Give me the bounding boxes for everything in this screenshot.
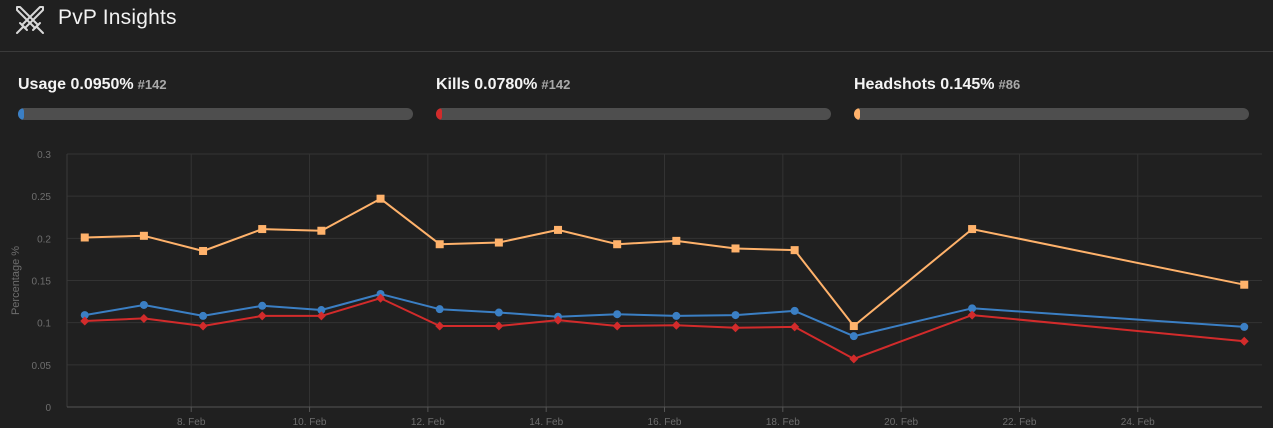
- headshots-point[interactable]: [80, 233, 89, 242]
- usage-point[interactable]: [968, 304, 977, 313]
- headshots-point[interactable]: [968, 225, 977, 234]
- x-tick-label: 22. Feb: [1002, 417, 1036, 428]
- kills-point[interactable]: [435, 321, 445, 331]
- usage-point[interactable]: [849, 332, 858, 341]
- usage-point[interactable]: [613, 310, 622, 319]
- kills-bar-fill: [436, 108, 442, 120]
- headshots-bar: [854, 108, 1249, 120]
- headshots-rank: #86: [998, 77, 1021, 92]
- y-tick-label: 0.25: [32, 192, 52, 203]
- kills-point[interactable]: [376, 293, 386, 303]
- headshots-point[interactable]: [199, 246, 208, 255]
- headshots-point[interactable]: [139, 231, 148, 240]
- y-tick-label: 0.15: [32, 277, 52, 288]
- x-tick-label: 12. Feb: [411, 417, 445, 428]
- usage-bar-fill: [18, 108, 24, 120]
- usage-point[interactable]: [435, 305, 444, 314]
- kills-point[interactable]: [316, 311, 326, 321]
- usage-line: [84, 293, 1245, 338]
- kills-point[interactable]: [849, 354, 859, 364]
- series-kills: [80, 293, 1249, 364]
- kills-point[interactable]: [967, 310, 977, 320]
- headshots-point[interactable]: [376, 194, 385, 203]
- x-tick-label: 10. Feb: [293, 417, 327, 428]
- stat-usage: Usage 0.0950% #142: [18, 76, 414, 120]
- header: PvP Insights: [0, 0, 1273, 52]
- kills-bar: [436, 108, 831, 120]
- headshots-point[interactable]: [790, 246, 799, 255]
- line-chart: 0 0.05 0.1 0.15 0.2 0.25 0.3 8. Feb 10. Feb 12. F…: [10, 150, 1262, 428]
- stat-headshots: Headshots 0.145% #86: [854, 76, 1250, 120]
- x-tick-label: 16. Feb: [648, 417, 682, 428]
- usage-point[interactable]: [672, 311, 681, 320]
- usage-bar: [18, 108, 413, 120]
- usage-point[interactable]: [139, 300, 148, 309]
- kills-point[interactable]: [80, 316, 90, 326]
- kills-point[interactable]: [257, 311, 267, 321]
- kills-point[interactable]: [730, 323, 740, 333]
- usage-point[interactable]: [258, 301, 267, 310]
- usage-point[interactable]: [199, 311, 208, 320]
- usage-point[interactable]: [494, 308, 503, 317]
- crossed-swords-icon: [16, 6, 44, 34]
- headshots-point[interactable]: [317, 226, 326, 235]
- stat-kills: Kills 0.0780% #142: [436, 76, 832, 120]
- headshots-point[interactable]: [554, 225, 563, 234]
- usage-point[interactable]: [1240, 322, 1249, 331]
- usage-point[interactable]: [317, 306, 326, 315]
- usage-rank: #142: [137, 77, 167, 92]
- x-tick-label: 18. Feb: [766, 417, 800, 428]
- y-tick-label: 0.3: [37, 150, 51, 161]
- headshots-line: [84, 197, 1245, 327]
- kills-point[interactable]: [494, 321, 504, 331]
- headshots-point[interactable]: [672, 236, 681, 245]
- headshots-bar-fill: [854, 108, 860, 120]
- kills-rank: #142: [541, 77, 571, 92]
- x-tick-label: 8. Feb: [177, 417, 206, 428]
- y-axis-label: Percentage %: [10, 246, 22, 315]
- x-tick-label: 20. Feb: [884, 417, 918, 428]
- y-tick-label: 0.05: [32, 361, 52, 372]
- page-title: PvP Insights: [58, 6, 177, 29]
- usage-point[interactable]: [731, 311, 740, 320]
- y-tick-label: 0: [45, 403, 51, 414]
- y-tick-label: 0.1: [37, 319, 51, 330]
- headshots-point[interactable]: [494, 238, 503, 247]
- headshots-point[interactable]: [849, 322, 858, 331]
- series-headshots: [80, 194, 1249, 331]
- kills-point[interactable]: [553, 315, 563, 325]
- kills-point[interactable]: [671, 320, 681, 330]
- headshots-point[interactable]: [435, 240, 444, 249]
- headshots-point[interactable]: [613, 240, 622, 249]
- headshots-point[interactable]: [1240, 280, 1249, 289]
- x-tick-label: 14. Feb: [529, 417, 563, 428]
- kills-point[interactable]: [198, 321, 208, 331]
- usage-point[interactable]: [790, 306, 799, 315]
- y-tick-label: 0.2: [37, 234, 51, 245]
- kills-line: [84, 297, 1245, 360]
- kills-point[interactable]: [612, 321, 622, 331]
- kills-label: Kills 0.0780%: [436, 76, 538, 93]
- kills-point[interactable]: [790, 322, 800, 332]
- kills-point[interactable]: [139, 313, 149, 323]
- kills-point[interactable]: [1239, 336, 1249, 346]
- headshots-point[interactable]: [731, 244, 740, 253]
- headshots-point[interactable]: [258, 225, 267, 234]
- x-tick-label: 24. Feb: [1121, 417, 1155, 428]
- headshots-label: Headshots 0.145%: [854, 76, 995, 93]
- series-usage: [80, 289, 1249, 341]
- usage-point[interactable]: [80, 311, 89, 320]
- usage-label: Usage 0.0950%: [18, 76, 134, 93]
